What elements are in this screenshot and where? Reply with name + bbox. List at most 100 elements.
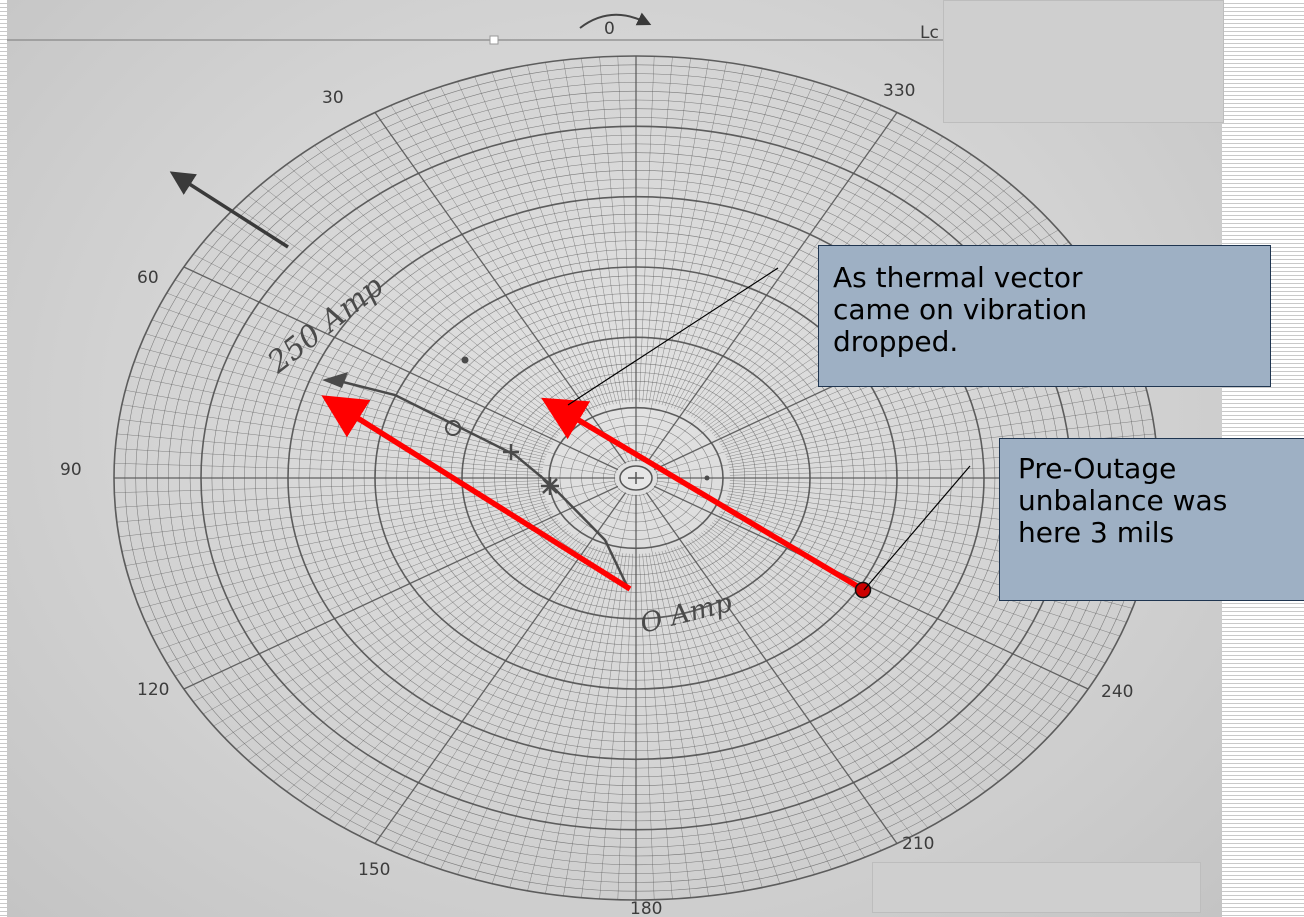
grid-spoke [715, 518, 1079, 702]
grid-spoke [649, 490, 972, 802]
grid-spoke [183, 266, 619, 471]
grid-spoke [599, 56, 630, 403]
grid-spoke [642, 493, 815, 875]
grid-spoke [688, 127, 929, 416]
grid-spoke [691, 539, 943, 820]
grid-spoke [183, 485, 619, 690]
grid-spoke [213, 229, 561, 434]
grid-spoke [166, 511, 552, 664]
grid-spoke [642, 81, 815, 463]
callout-line: came on vibration [833, 293, 1088, 326]
grid-spoke [639, 62, 727, 462]
grid-spoke [457, 493, 630, 875]
grid-spoke [440, 548, 602, 870]
grid-spoke [581, 553, 627, 898]
grid-spoke [658, 551, 763, 888]
grid-spoke [374, 492, 627, 844]
grid-spoke [639, 553, 655, 900]
grid-spoke [343, 127, 584, 416]
grid-spoke [193, 254, 557, 438]
grid-spoke [648, 60, 709, 403]
grid-spoke [247, 528, 567, 761]
angle-label-150: 150 [358, 860, 390, 880]
red-vector-right [541, 397, 864, 592]
handwritten-amp-zero: O Amp [637, 587, 735, 640]
grid-spoke [491, 72, 611, 406]
grid-spoke [676, 546, 866, 858]
grid-spoke [175, 513, 554, 677]
angle-label-30: 30 [322, 88, 344, 108]
grid-spoke [125, 493, 545, 566]
grid-spoke [691, 136, 943, 417]
grid-spoke [273, 532, 571, 782]
grid-spoke [709, 524, 1048, 739]
grid-spoke [728, 419, 1153, 468]
callout-line: As thermal vector [833, 261, 1083, 294]
rotation-arc-icon [579, 12, 652, 29]
grid-spoke [527, 65, 617, 404]
grid-spoke [563, 60, 624, 403]
slide-border-left [0, 0, 7, 917]
grid-spoke [645, 58, 691, 403]
grid-spoke [145, 483, 617, 623]
grid-spoke [673, 547, 849, 864]
grid-spoke [300, 490, 623, 802]
grid-spoke [116, 433, 543, 471]
grid-spoke [651, 488, 1037, 750]
thermal-leader-line [567, 267, 779, 406]
hand-arrowhead [322, 372, 348, 388]
grid-spoke [359, 542, 587, 837]
grid-spoke [224, 524, 563, 739]
hand-trend-line [334, 378, 630, 589]
photo-corner-text: Lc [920, 23, 939, 43]
grid-spoke [151, 506, 549, 637]
rotation-marker-label: 0 [604, 19, 615, 39]
grid-spoke [639, 494, 727, 894]
grid-spoke [617, 56, 633, 403]
grid-spoke [273, 174, 571, 424]
grid-spoke [645, 492, 898, 844]
grid-spoke [423, 547, 599, 864]
grid-spoke [286, 534, 574, 792]
grid-spoke [698, 534, 986, 792]
grid-spoke [545, 62, 633, 462]
grid-spoke [390, 105, 593, 412]
polar-grid [113, 55, 1159, 901]
hand-dot-mark [461, 356, 469, 364]
grid-spoke [139, 501, 547, 609]
grid-spoke [693, 537, 958, 811]
grid-spoke [670, 548, 832, 870]
grid-spoke [642, 553, 673, 900]
grid-spoke [247, 195, 567, 428]
angle-label-90: 90 [60, 460, 82, 480]
grid-spoke [224, 217, 563, 432]
grid-spoke [713, 520, 1069, 715]
grid-spoke [159, 306, 551, 448]
callout-line: unbalance was [1018, 484, 1228, 517]
grid-spoke [581, 58, 627, 403]
grid-spoke [653, 485, 1089, 690]
grid-spoke [235, 488, 621, 750]
grid-spoke [642, 56, 673, 403]
grid-spoke [599, 553, 630, 900]
grid-spoke [260, 184, 569, 426]
grid-spoke [648, 553, 709, 896]
grid-spoke [406, 546, 596, 858]
hand-circle-mark [445, 420, 461, 436]
grid-spoke [645, 553, 691, 898]
grid-spoke [343, 540, 584, 829]
grid-spoke [314, 145, 579, 419]
callout-line: dropped. [833, 325, 959, 358]
grid-spoke [679, 544, 882, 851]
grid-spoke [314, 537, 579, 811]
grid-spoke [656, 404, 1151, 476]
grid-spoke [703, 530, 1012, 772]
grid-spoke [260, 530, 569, 772]
grid-spoke [685, 542, 913, 837]
callout-line: here 3 mils [1018, 516, 1175, 549]
angle-label-180: 180 [630, 899, 662, 917]
hand-plus-mark [503, 444, 519, 460]
grid-spoke [688, 540, 929, 829]
selection-handle [489, 35, 499, 45]
placeholder-box-bottom [872, 862, 1201, 913]
